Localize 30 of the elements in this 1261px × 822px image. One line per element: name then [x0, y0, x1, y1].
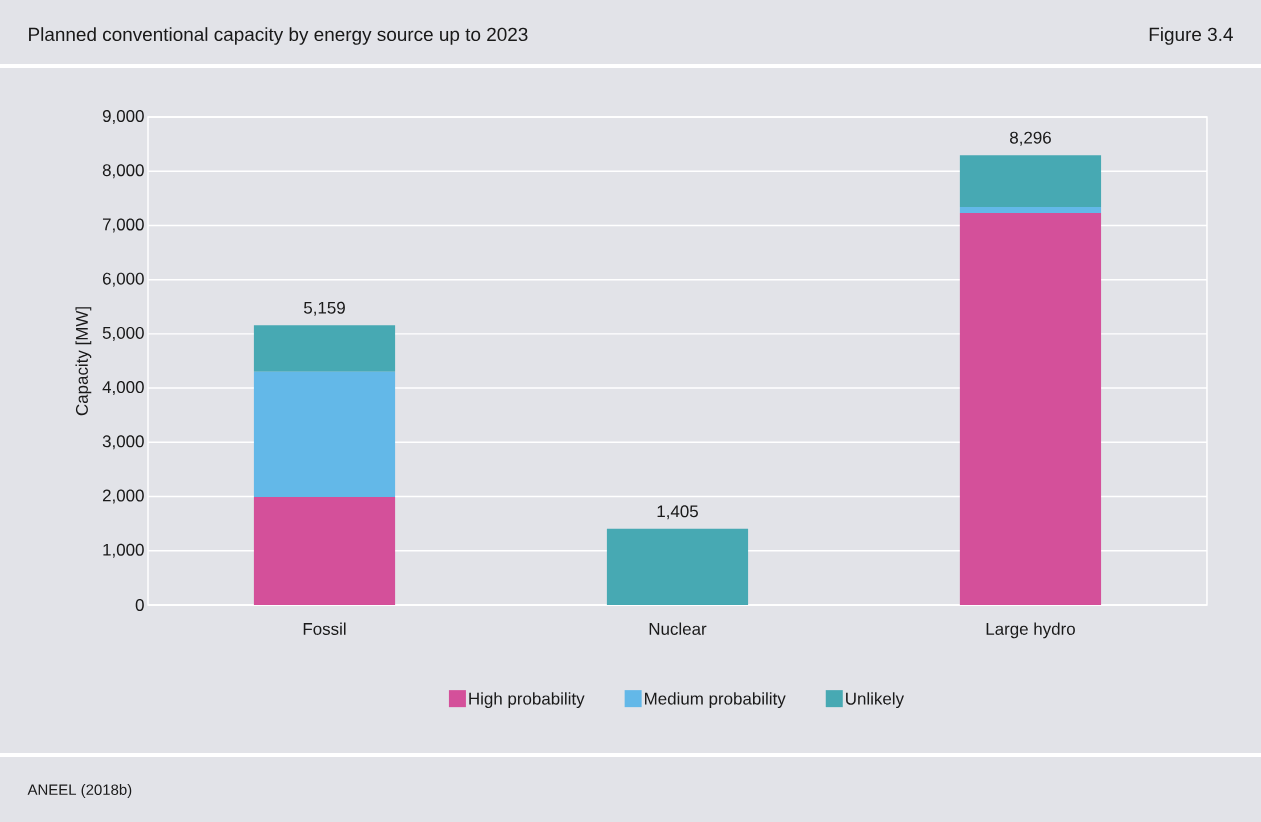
- y-tick-label: 2,000: [102, 489, 144, 504]
- legend-label: Unlikely: [846, 692, 905, 709]
- legend-label: High probability: [469, 692, 585, 709]
- y-tick-label: 3,000: [102, 435, 144, 450]
- y-tick-label: 0: [135, 598, 144, 611]
- y-tick-label: 1,000: [103, 543, 144, 558]
- y-tick-label: 7,000: [102, 218, 144, 233]
- x-tick-label: Fossil: [303, 622, 346, 635]
- bar: [606, 528, 749, 605]
- y-axis-title: Capacity [MW]: [75, 307, 92, 416]
- bar: [959, 206, 1102, 213]
- bar: [253, 497, 396, 605]
- bar: [253, 371, 396, 498]
- y-tick-label: 4,000: [102, 381, 144, 396]
- total-label: 5,159: [303, 301, 345, 316]
- caption: Figure 3.4: [1149, 27, 1233, 45]
- bar: [959, 212, 1102, 605]
- bar: [253, 325, 396, 372]
- y-tick-label: 8,000: [102, 164, 144, 179]
- x-tick-label: Large hydro: [986, 622, 1075, 639]
- legend-label: Medium probability: [645, 692, 786, 709]
- chart-title: Planned conventional capacity by energy source up to 2023: [29, 27, 528, 45]
- x-tick-label: Nuclear: [649, 622, 707, 635]
- bar: [959, 155, 1102, 207]
- y-tick-label: 6,000: [102, 272, 144, 287]
- text: ANEEL (2018b): [27, 784, 132, 798]
- y-tick-label: 5,000: [102, 326, 144, 341]
- total-label: 8,296: [1010, 131, 1051, 146]
- y-tick-label: 9,000: [102, 109, 144, 124]
- total-label: 1,405: [657, 505, 698, 520]
